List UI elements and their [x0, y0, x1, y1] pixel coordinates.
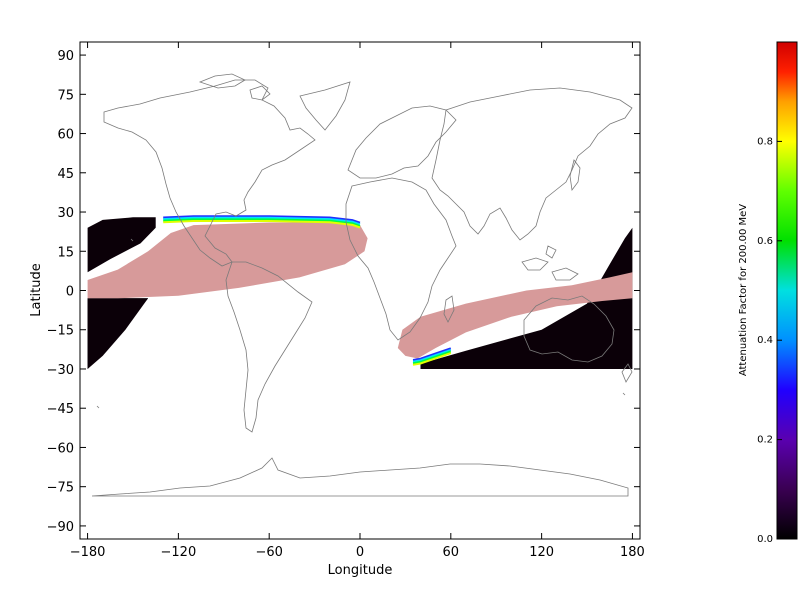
colorbar-tick-label: 0.8 — [757, 136, 773, 147]
coast-japan — [569, 159, 581, 192]
coast-pacific-islands — [96, 238, 626, 409]
northern-edge-gradient-band-2 — [163, 218, 361, 227]
colorbar-ticks: 0.0 0.2 0.4 0.6 0.8 — [757, 136, 782, 545]
x-tick-label: 120 — [529, 545, 554, 560]
coast-africa — [345, 177, 457, 341]
coast-north-america — [103, 79, 316, 267]
y-tick-label: 45 — [57, 167, 74, 182]
region-eastern-pink-band — [397, 272, 633, 359]
y-axis-ticks: 90 75 60 45 30 15 0 −15 −30 −45 −60 −75 −90 — [47, 49, 640, 535]
x-axis-ticks: −180 −120 −60 0 60 120 180 — [70, 42, 645, 560]
y-tick-label: −75 — [47, 481, 74, 496]
region-eastern-coverage-black — [420, 227, 633, 369]
coast-asia — [431, 87, 633, 241]
coast-antarctica — [91, 457, 629, 497]
region-western-lowlat-black — [87, 298, 149, 369]
colorbar: 0.0 0.2 0.4 0.6 0.8 Attenuation Factor for 2… — [738, 41, 798, 545]
x-tick-label: 60 — [443, 545, 460, 560]
x-tick-label: −60 — [255, 545, 282, 560]
coast-greenland — [299, 81, 351, 131]
southern-edge-gradient-band-1 — [412, 348, 452, 363]
map-plot-area: −180 −120 −60 0 60 120 180 90 75 60 45 30 15 0 −15 −30… — [29, 41, 645, 578]
coastlines — [91, 73, 633, 497]
coast-south-america — [225, 261, 313, 433]
northern-edge-gradient-band-3 — [163, 220, 361, 229]
coast-australia — [523, 295, 615, 363]
colorbar-tick-label: 0.2 — [757, 435, 773, 446]
x-axis-title: Longitude — [328, 563, 393, 578]
southern-edge-gradient-band-2 — [412, 350, 452, 365]
x-tick-label: 0 — [356, 545, 364, 560]
y-tick-label: 90 — [57, 49, 74, 64]
southern-edge-gradient-band-0 — [412, 347, 452, 361]
coast-madagascar — [443, 295, 455, 323]
northern-edge-gradient-band-0 — [163, 215, 361, 224]
y-tick-label: −90 — [47, 520, 74, 535]
colorbar-gradient — [776, 41, 798, 540]
coverage-regions — [87, 217, 633, 369]
coast-southeast-asia-islands — [521, 245, 579, 281]
colorbar-tick-label: 0.6 — [757, 236, 773, 247]
x-tick-label: −180 — [70, 545, 106, 560]
coast-europe — [347, 105, 457, 179]
coast-arctic-islands — [198, 73, 271, 101]
coast-new-zealand — [621, 363, 633, 383]
x-tick-label: −120 — [161, 545, 197, 560]
y-tick-label: 75 — [57, 88, 74, 103]
y-tick-label: −45 — [47, 402, 74, 417]
y-tick-label: −60 — [47, 441, 74, 456]
edge-gradients — [163, 215, 452, 366]
y-tick-label: 60 — [57, 128, 74, 143]
y-axis-title: Latitude — [29, 263, 44, 317]
southern-edge-gradient-band-3 — [412, 352, 452, 366]
y-tick-label: 0 — [66, 285, 74, 300]
y-tick-label: −30 — [47, 363, 74, 378]
northern-edge-gradient-band-1 — [163, 216, 361, 226]
x-tick-label: 180 — [620, 545, 645, 560]
y-tick-label: 15 — [57, 245, 74, 260]
colorbar-title: Attenuation Factor for 200.00 MeV — [738, 204, 749, 376]
colorbar-tick-label: 0.0 — [757, 534, 773, 545]
region-western-pink-band — [87, 222, 368, 299]
colorbar-tick-label: 0.4 — [757, 335, 773, 346]
y-tick-label: 30 — [57, 206, 74, 221]
y-tick-label: −15 — [47, 324, 74, 339]
